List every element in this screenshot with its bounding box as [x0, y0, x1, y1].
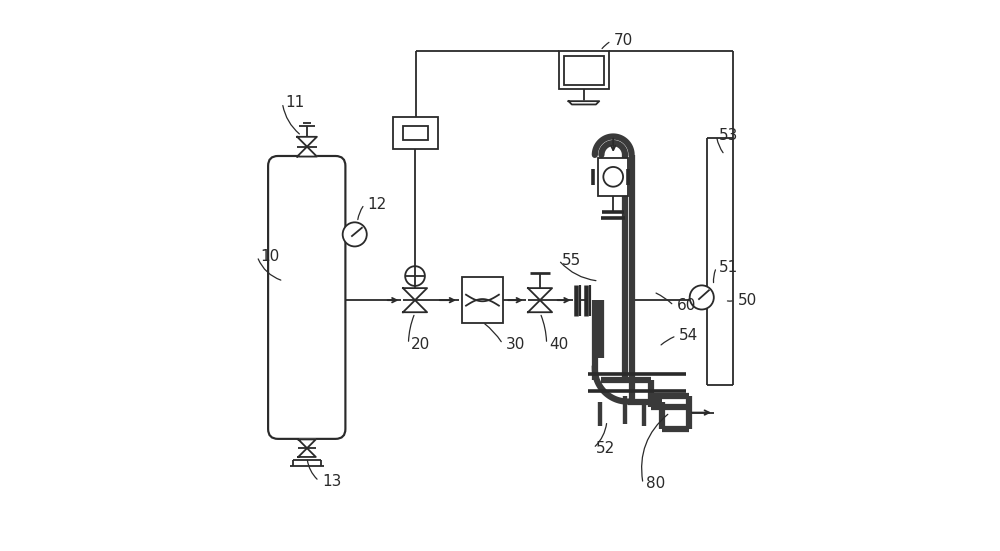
Polygon shape: [298, 439, 316, 448]
Text: 53: 53: [719, 128, 739, 143]
Polygon shape: [569, 101, 599, 105]
Text: 13: 13: [322, 473, 341, 489]
FancyBboxPatch shape: [268, 156, 345, 439]
Text: 10: 10: [260, 249, 279, 264]
Text: 52: 52: [596, 441, 615, 456]
Polygon shape: [297, 147, 317, 156]
Polygon shape: [403, 300, 427, 312]
Circle shape: [405, 266, 425, 286]
Polygon shape: [403, 288, 427, 300]
Polygon shape: [298, 448, 316, 457]
Polygon shape: [528, 300, 552, 312]
Text: 51: 51: [719, 260, 739, 275]
Bar: [462, 277, 503, 323]
Text: 80: 80: [646, 476, 665, 491]
Text: 11: 11: [285, 95, 304, 110]
Circle shape: [690, 285, 714, 310]
Text: 54: 54: [679, 328, 699, 343]
Text: 20: 20: [411, 337, 430, 352]
Text: 40: 40: [549, 337, 569, 352]
Text: 55: 55: [561, 253, 581, 268]
Circle shape: [603, 167, 623, 187]
Bar: [559, 51, 609, 89]
Text: 70: 70: [614, 34, 633, 48]
Bar: [598, 158, 628, 196]
Bar: [564, 56, 604, 85]
Text: 60: 60: [677, 298, 696, 313]
Text: 30: 30: [505, 337, 525, 352]
Polygon shape: [297, 137, 317, 147]
Bar: [393, 116, 438, 149]
Circle shape: [343, 222, 367, 246]
Text: 50: 50: [737, 293, 757, 307]
Bar: [403, 126, 428, 141]
Text: 12: 12: [367, 197, 387, 212]
Polygon shape: [528, 288, 552, 300]
